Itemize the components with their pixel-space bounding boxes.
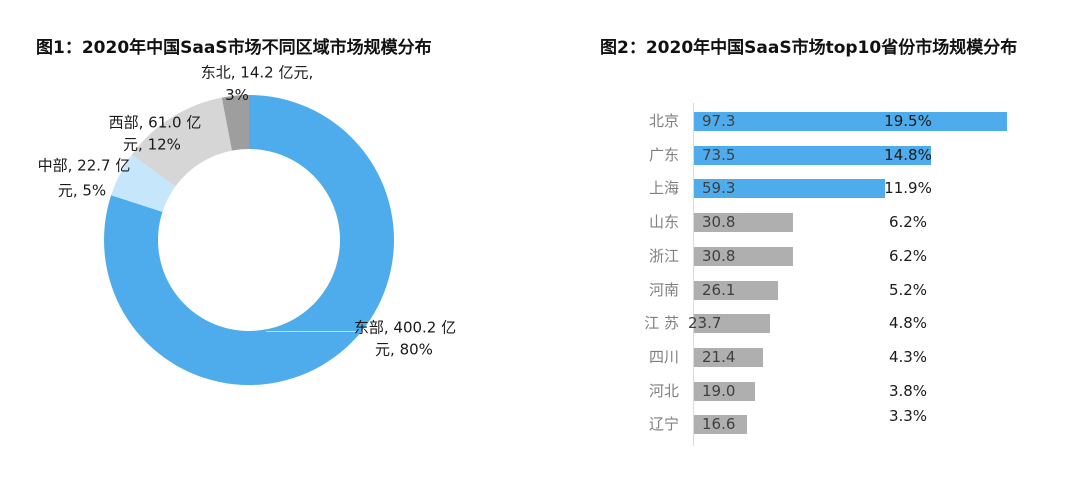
bar-value-label-8: 19.0 xyxy=(702,382,736,400)
donut-segment-2 xyxy=(131,97,232,187)
bar-category-label-0: 北京 xyxy=(648,112,679,130)
bar-category-label-5: 河南 xyxy=(648,281,679,299)
bar-2 xyxy=(694,179,885,198)
bar-percent-label-4: 6.2% xyxy=(888,247,928,265)
bar-percent-label-9: 3.3% xyxy=(888,407,928,425)
bar-category-label-2: 上海 xyxy=(648,179,679,197)
pie-data-label-2-line-0: 西部, 61.0 亿 xyxy=(108,113,202,132)
bar-value-label-7: 21.4 xyxy=(702,348,736,366)
bar-5 xyxy=(694,281,778,300)
bar-category-label-8: 河北 xyxy=(648,382,679,400)
bar-category-label-1: 广东 xyxy=(648,146,679,164)
bar-value-label-6: 23.7 xyxy=(688,314,722,332)
chart2-title: 图2：2020年中国SaaS市场top10省份市场规模分布 xyxy=(600,38,1018,58)
pie-data-label-1-line-0: 中部, 22.7 亿 xyxy=(37,156,131,175)
donut-segment-1 xyxy=(111,154,176,212)
bar-3 xyxy=(694,213,793,232)
bar-percent-label-3: 6.2% xyxy=(888,213,928,231)
donut-segment-0 xyxy=(104,95,394,385)
bar-value-label-0: 97.3 xyxy=(702,112,736,130)
bar-category-label-6: 江 苏 xyxy=(644,314,679,332)
bar-category-label-9: 辽宁 xyxy=(648,415,679,433)
bar-value-label-2: 59.3 xyxy=(702,179,736,197)
bar-percent-label-8: 3.8% xyxy=(888,382,928,400)
bar-percent-label-5: 5.2% xyxy=(888,281,928,299)
bar-7 xyxy=(694,348,763,367)
bar-0 xyxy=(694,112,1007,131)
bar-value-label-5: 26.1 xyxy=(702,281,736,299)
pie-leader-line xyxy=(266,331,356,332)
bar-8 xyxy=(694,382,755,401)
bar-category-label-3: 山东 xyxy=(648,213,679,231)
bar-percent-label-7: 4.3% xyxy=(888,348,928,366)
pie-data-label-3-line-1: 3% xyxy=(225,86,249,104)
bar-percent-label-2: 11.9% xyxy=(884,179,932,197)
bar-4 xyxy=(694,247,793,266)
bar-percent-label-6: 4.8% xyxy=(888,314,928,332)
bar-category-label-7: 四川 xyxy=(648,348,679,366)
bar-1 xyxy=(694,146,931,165)
pie-data-label-3-line-0: 东北, 14.2 亿元, xyxy=(200,63,314,82)
bar-category-label-4: 浙江 xyxy=(648,247,679,265)
donut-chart xyxy=(104,95,394,385)
donut-segment-3 xyxy=(221,95,249,151)
bar-6 xyxy=(694,314,770,333)
pie-data-label-0-line-1: 元, 80% xyxy=(375,340,433,359)
pie-data-label-0-line-0: 东部, 400.2 亿 xyxy=(353,318,457,337)
bar-value-label-1: 73.5 xyxy=(702,146,736,164)
bar-value-label-9: 16.6 xyxy=(702,415,736,433)
bar-percent-label-0: 19.5% xyxy=(884,112,932,130)
y-axis-line xyxy=(693,103,694,446)
bar-value-label-3: 30.8 xyxy=(702,213,736,231)
bar-9 xyxy=(694,415,747,434)
pie-data-label-2-line-1: 元, 12% xyxy=(123,135,181,154)
bar-percent-label-1: 14.8% xyxy=(884,146,932,164)
bar-value-label-4: 30.8 xyxy=(702,247,736,265)
chart1-title: 图1：2020年中国SaaS市场不同区域市场规模分布 xyxy=(36,38,432,58)
pie-data-label-1-line-1: 元, 5% xyxy=(57,181,107,200)
